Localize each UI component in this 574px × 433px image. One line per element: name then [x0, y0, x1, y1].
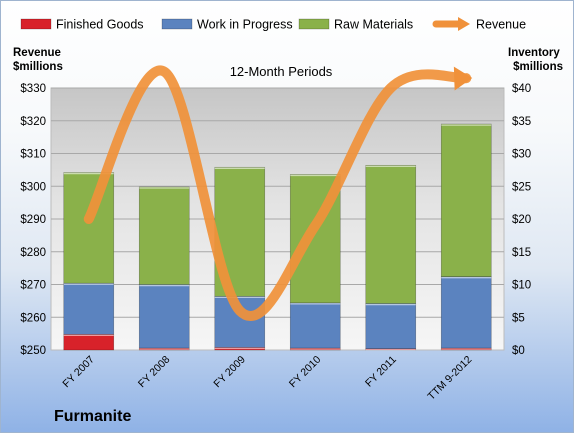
x-tick-label: FY 2007: [60, 354, 97, 391]
x-ticks: FY 2007 FY 2008 FY 2009 FY 2010 FY 2011 TTM 9…: [60, 354, 474, 403]
legend-swatch: [20, 18, 52, 30]
bar-work-in-progress: [289, 302, 341, 349]
bar-work-in-progress: [440, 276, 492, 349]
y-right-title-line2: $millions: [513, 61, 563, 73]
y-left-tick-label: $290: [20, 214, 46, 226]
y-left-tick-label: $270: [20, 280, 46, 292]
y-right-tick-label: $25: [512, 181, 531, 193]
bar-raw-materials: [63, 172, 115, 284]
legend: Finished Goods Work in Progress Raw Materi…: [20, 17, 526, 32]
y-right-ticks: $0 $5 $10 $15 $20 $25 $30 $35 $40: [512, 83, 531, 357]
y-right-tick-label: $30: [512, 149, 531, 161]
bar-work-in-progress: [63, 282, 115, 335]
y-right-tick-label: $5: [512, 312, 525, 324]
revenue-line: [83, 65, 473, 321]
legend-label: Revenue: [476, 18, 526, 32]
y-right-tick-label: $20: [512, 214, 531, 226]
y-left-ticks: $250 $260 $270 $280 $290 $300 $310 $320 $330: [20, 83, 46, 357]
company-name: Furmanite: [54, 408, 131, 425]
legend-label: Raw Materials: [334, 18, 413, 32]
x-tick-label: FY 2008: [136, 354, 173, 391]
y-left-tick-label: $320: [20, 116, 46, 128]
bar-work-in-progress: [365, 303, 417, 349]
y-left-tick-label: $250: [20, 345, 46, 357]
y-left-title-line2: $millions: [13, 61, 63, 73]
legend-swatch: [298, 18, 330, 30]
legend-swatch: [161, 18, 193, 30]
legend-label: Work in Progress: [197, 18, 293, 32]
x-tick-label: FY 2009: [211, 354, 248, 391]
legend-label: Finished Goods: [56, 18, 144, 32]
gridlines: [51, 87, 504, 318]
bar-raw-materials: [138, 186, 190, 285]
bar-raw-materials: [365, 164, 417, 304]
legend-arrowhead: [458, 17, 470, 31]
y-right-tick-label: $0: [512, 345, 525, 357]
y-right-tick-label: $10: [512, 280, 531, 292]
y-left-title: Revenue $millions: [13, 47, 64, 73]
y-right-tick-label: $40: [512, 83, 531, 95]
y-right-title-line1: Inventory: [508, 47, 560, 59]
x-tick-label: FY 2011: [363, 354, 399, 390]
bar-work-in-progress: [138, 284, 190, 349]
bars: [63, 123, 492, 351]
y-left-tick-label: $280: [20, 247, 46, 259]
y-left-tick-label: $260: [20, 312, 46, 324]
bar-finished-goods: [63, 333, 115, 351]
x-tick-label: TTM 9-2012: [425, 354, 474, 403]
revenue-arrowhead: [453, 66, 473, 91]
y-right-tick-label: $15: [512, 247, 531, 259]
y-left-tick-label: $330: [20, 83, 46, 95]
y-left-tick-label: $310: [20, 149, 46, 161]
y-right-tick-label: $35: [512, 116, 531, 128]
y-right-title: Inventory $millions: [508, 47, 563, 73]
revenue-line-path: [83, 65, 472, 321]
bar-raw-materials: [440, 123, 492, 277]
chart-subtitle: 12-Month Periods: [230, 64, 333, 79]
y-left-tick-label: $300: [20, 181, 46, 193]
y-left-title-line1: Revenue: [13, 47, 61, 59]
x-tick-label: FY 2010: [287, 354, 324, 391]
